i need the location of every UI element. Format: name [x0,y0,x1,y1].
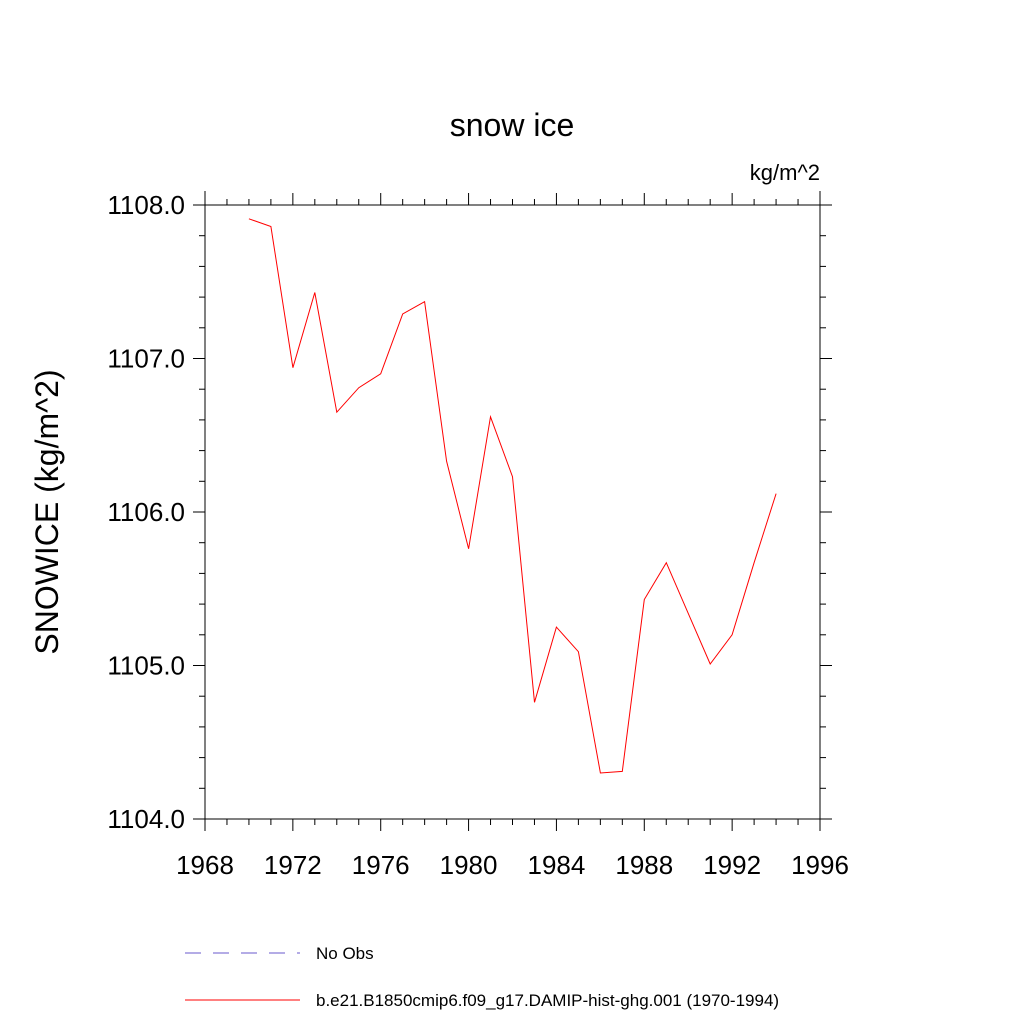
y-tick-label: 1107.0 [107,344,185,374]
x-tick-label: 1980 [440,850,498,880]
chart-title: snow ice [450,107,575,143]
y-tick-label: 1108.0 [107,190,185,220]
legend: No Obs b.e21.B1850cmip6.f09_g17.DAMIP-hi… [185,944,779,1010]
x-axis: 1968 1972 1976 1980 1984 1988 1992 1996 [176,193,849,880]
y-tick-label: 1104.0 [107,804,185,834]
series-layer [248,218,777,774]
x-tick-label: 1992 [703,850,761,880]
y-axis: 1104.0 1105.0 1106.0 1107.0 1108.0 [107,190,832,834]
y-axis-label: SNOWICE (kg/m^2) [29,369,65,654]
plot-frame [204,204,821,820]
x-tick-label: 1996 [791,850,849,880]
legend-label-model-run: b.e21.B1850cmip6.f09_g17.DAMIP-hist-ghg.… [316,991,779,1010]
x-tick-label: 1976 [352,850,410,880]
x-tick-label: 1988 [615,850,673,880]
series-line-1 [248,218,777,774]
x-tick-label: 1984 [528,850,586,880]
x-tick-label: 1968 [176,850,234,880]
x-tick-label: 1972 [264,850,322,880]
y-tick-label: 1105.0 [107,651,185,681]
units-label: kg/m^2 [750,160,820,185]
legend-label-no-obs: No Obs [316,944,374,963]
y-tick-label: 1106.0 [107,497,185,527]
